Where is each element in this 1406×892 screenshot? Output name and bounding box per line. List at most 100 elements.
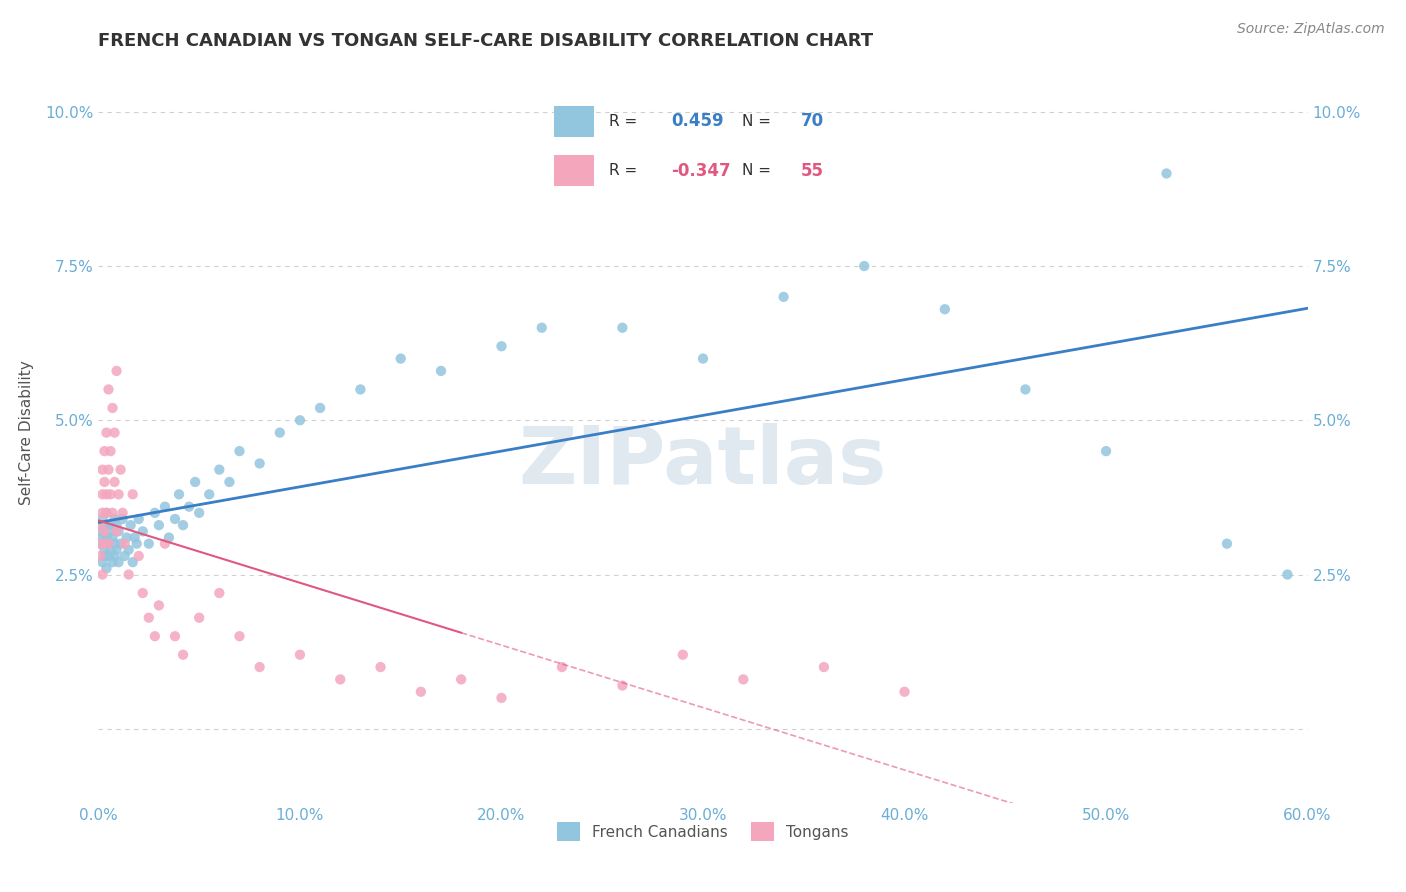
Point [96, 425, 118, 440]
Point [91, 462, 114, 476]
Point [103, 549, 125, 563]
Bar [554, 155, 593, 186]
Legend: French Canadians, Tongans: French Canadians, Tongans [551, 816, 855, 847]
Point [1095, 444, 1118, 458]
Point [89, 536, 111, 550]
Point [110, 536, 132, 550]
Point [450, 673, 472, 687]
Point [114, 549, 136, 563]
Point [121, 555, 143, 569]
Point [118, 567, 141, 582]
Text: 55: 55 [801, 161, 824, 179]
Point [157, 531, 180, 545]
Point [91, 567, 114, 582]
Point [97, 536, 120, 550]
Point [105, 518, 128, 533]
Point [1277, 567, 1299, 582]
Point [269, 425, 291, 440]
Point [172, 648, 194, 662]
Point [89, 549, 111, 563]
Point [309, 401, 332, 415]
Text: FRENCH CANADIAN VS TONGAN SELF-CARE DISABILITY CORRELATION CHART: FRENCH CANADIAN VS TONGAN SELF-CARE DISA… [98, 32, 873, 50]
Point [1156, 166, 1178, 180]
Point [143, 629, 166, 643]
Point [218, 475, 240, 489]
Point [132, 586, 155, 600]
Point [96, 561, 118, 575]
Point [101, 401, 124, 415]
Point [89, 536, 111, 550]
Point [97, 383, 120, 397]
Point [153, 536, 176, 550]
Point [107, 487, 129, 501]
Point [167, 487, 190, 501]
Point [121, 487, 143, 501]
Point [91, 531, 114, 545]
Point [143, 506, 166, 520]
Point [138, 610, 160, 624]
Text: -0.347: -0.347 [671, 161, 731, 179]
Point [91, 512, 114, 526]
Point [491, 339, 513, 353]
Point [105, 542, 128, 557]
Point [93, 475, 115, 489]
Point [97, 536, 120, 550]
Point [184, 475, 207, 489]
Point [288, 413, 311, 427]
Point [813, 660, 835, 674]
Point [114, 536, 136, 550]
Point [163, 512, 186, 526]
Point [89, 518, 111, 533]
Point [115, 531, 138, 545]
Point [111, 512, 134, 526]
Text: 70: 70 [801, 112, 824, 130]
Bar [554, 106, 593, 136]
Point [530, 320, 553, 334]
Point [208, 462, 231, 476]
Point [288, 648, 311, 662]
Point [148, 599, 170, 613]
Point [153, 500, 176, 514]
Point [349, 383, 371, 397]
Text: R =: R = [609, 163, 643, 178]
Point [101, 506, 124, 520]
Point [89, 524, 111, 539]
Point [100, 444, 122, 458]
Point [138, 536, 160, 550]
Point [163, 629, 186, 643]
Point [893, 685, 915, 699]
Point [409, 685, 432, 699]
Point [198, 487, 221, 501]
Point [91, 506, 114, 520]
Point [100, 542, 122, 557]
Point [96, 487, 118, 501]
Point [103, 425, 125, 440]
Point [148, 518, 170, 533]
Point [93, 524, 115, 539]
Point [228, 629, 250, 643]
Point [692, 351, 714, 366]
Point [111, 506, 134, 520]
Point [612, 679, 634, 693]
Point [249, 660, 271, 674]
Point [93, 549, 115, 563]
Point [934, 302, 956, 317]
Point [1216, 536, 1239, 550]
Point [179, 500, 201, 514]
Text: N =: N = [742, 114, 776, 128]
Point [772, 290, 794, 304]
Point [96, 506, 118, 520]
Point [370, 660, 392, 674]
Point [105, 524, 128, 539]
Point [103, 475, 125, 489]
Point [430, 364, 453, 378]
Point [172, 518, 194, 533]
Text: Source: ZipAtlas.com: Source: ZipAtlas.com [1237, 22, 1385, 37]
Point [188, 610, 211, 624]
Point [107, 524, 129, 539]
Point [672, 648, 695, 662]
Point [96, 531, 118, 545]
Point [101, 531, 124, 545]
Point [91, 487, 114, 501]
Point [612, 320, 634, 334]
